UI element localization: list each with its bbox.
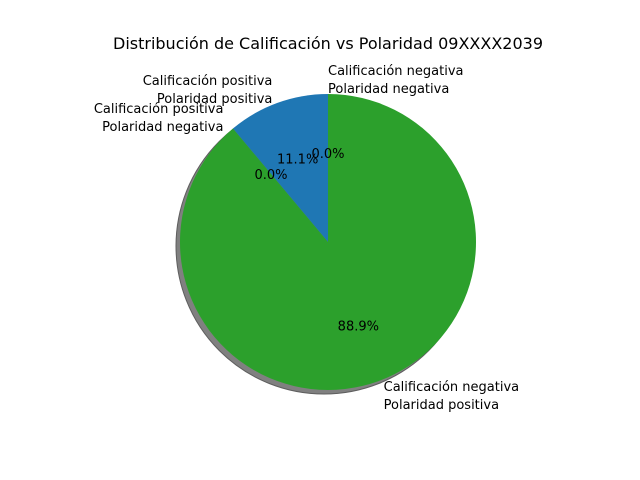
slice-pct-calificacion-positiva-polaridad-positiva: 11.1% <box>277 153 318 168</box>
slice-label-calificacion-positiva-polaridad-negativa: Calificación positiva Polaridad negativa <box>94 102 224 135</box>
slice-calificacion-positiva-polaridad-positiva <box>232 94 328 242</box>
slice-pct-calificacion-positiva-polaridad-negativa: 0.0% <box>254 168 287 183</box>
slice-label-line: Calificación negativa <box>328 64 463 79</box>
slice-label-line: Polaridad positiva <box>157 92 272 107</box>
slice-label-calificacion-positiva-polaridad-positiva: Calificación positiva Polaridad positiva <box>143 74 273 107</box>
pie-slices <box>180 94 477 391</box>
slice-label-calificacion-negativa-polaridad-positiva: Calificación negativa Polaridad positiva <box>384 380 519 413</box>
slice-pct-calificacion-negativa-polaridad-positiva: 88.9% <box>338 319 379 334</box>
slice-calificacion-negativa-polaridad-positiva <box>180 94 477 391</box>
slice-label-line: Polaridad negativa <box>328 82 449 97</box>
slice-label-line: Calificación positiva <box>94 102 224 117</box>
slice-label-line: Calificación negativa <box>384 380 519 395</box>
pie-labels: Calificación negativa Polaridad negativa 0… <box>94 64 519 413</box>
chart-title: Distribución de Calificación vs Polarida… <box>113 34 543 53</box>
slice-pct-calificacion-negativa-polaridad-negativa: 0.0% <box>311 147 344 162</box>
slice-label-line: Polaridad positiva <box>384 398 499 413</box>
slice-label-line: Calificación positiva <box>143 74 273 89</box>
slice-label-line: Polaridad negativa <box>102 120 223 135</box>
slice-label-calificacion-negativa-polaridad-negativa: Calificación negativa Polaridad negativa <box>328 64 463 97</box>
